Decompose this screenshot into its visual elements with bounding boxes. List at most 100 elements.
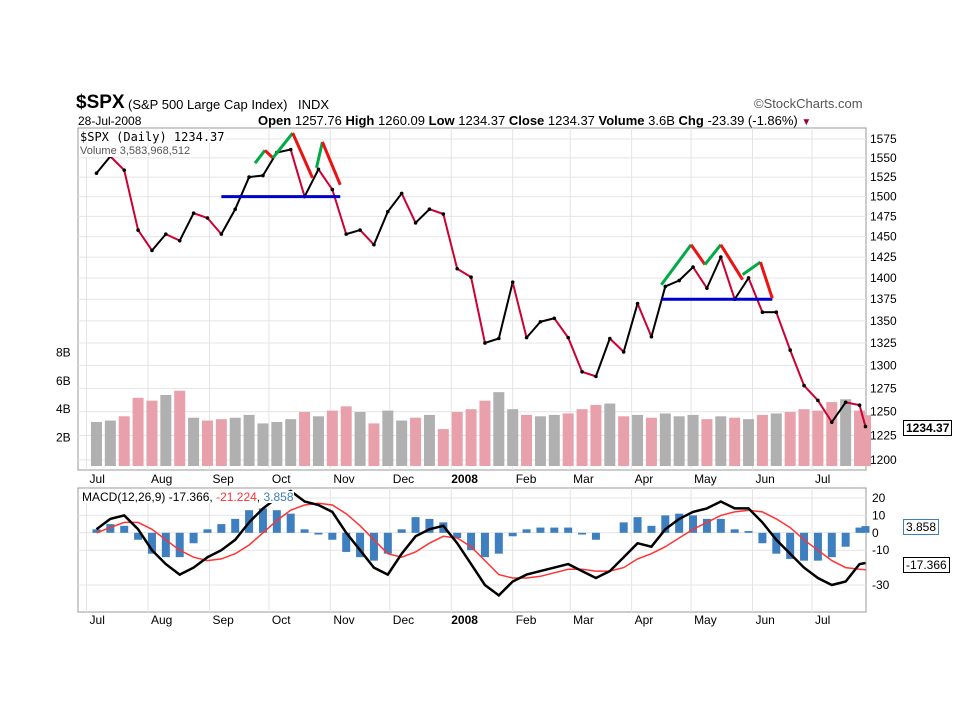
macd-histogram-bar [716,518,725,533]
macd-histogram-bar [231,518,240,533]
volume-bar [271,421,283,466]
macd-histogram-bar [730,529,739,533]
price-segment [303,168,320,198]
fall-trendline [759,261,774,299]
volume-bar [229,417,241,466]
month-label-macd: 2008 [451,613,478,627]
volume-bar [174,390,186,466]
rise-trendline [703,243,722,266]
price-point [358,228,362,232]
down-arrow-icon: ▼ [801,117,812,128]
macd-histogram-bar [494,532,503,554]
macd-histogram-bar [800,532,809,561]
open-label: Open [258,113,292,128]
price-point [705,286,709,290]
price-segment [692,266,708,289]
price-point [608,336,612,341]
price-point [635,301,640,306]
chart-date: 28-Jul-2008 [78,114,142,128]
volume-bar [604,403,616,466]
fall-trendline [719,243,744,281]
price-segment [567,337,583,373]
macd-tick-label: 10 [872,508,886,522]
price-point [524,335,529,340]
volume-bar [160,395,172,466]
volume-bar [451,412,463,466]
volume-bar [562,413,574,466]
volume-bar [826,402,838,466]
volume-bar [729,417,741,466]
macd-histogram-bar [134,532,143,540]
macd-histogram-bar [453,532,462,539]
macd-histogram-bar [203,529,212,533]
volume-bar [312,416,324,466]
volume-tick-label: 6B [56,374,71,388]
price-segment [414,208,431,224]
price-tick-label: 1425 [870,250,897,264]
macd-histogram-bar [813,532,822,561]
macd-histogram-bar [772,532,781,554]
volume-bar [90,421,102,466]
volume-bar [632,414,644,466]
macd-tick-label: -30 [872,578,890,592]
price-segment [719,256,736,300]
volume-bar [382,410,394,466]
volume-bar [701,419,713,466]
price-tick-label: 1300 [870,358,897,372]
high-value: 1260.09 [378,113,425,128]
price-tick-label: 1500 [870,190,897,204]
price-point [538,319,543,324]
open-value: 1257.76 [294,113,342,128]
month-label: Oct [272,472,291,486]
macd-histogram-bar [661,515,670,533]
month-label: Jul [90,472,105,486]
macd-histogram-bar [689,515,698,533]
price-tick-label: 1200 [870,453,897,467]
price-point [122,168,127,172]
rise-trendline [253,149,267,165]
volume-bar [743,419,755,466]
macd-histogram-bar [480,532,489,558]
price-point [677,278,681,283]
price-tick-label: 1275 [870,381,897,395]
volume-bar [201,420,213,466]
price-segment [206,217,223,235]
month-label: Mar [573,472,594,486]
macd-histogram-bar [314,532,323,535]
macd-histogram-bar [855,527,864,533]
price-segment [845,401,860,407]
macd-histogram-bar [397,529,406,533]
macd-histogram-bar [508,532,517,537]
close-label: Close [508,113,545,128]
price-segment [817,399,833,423]
volume-bar [188,417,200,466]
price-point [219,232,224,236]
signal-line [96,502,866,579]
volume-bar [368,423,380,466]
price-point [136,228,140,232]
fall-trendline [291,132,314,179]
chg-value: -23.39 (-1.86%) [707,113,798,128]
price-point [691,265,695,269]
price-point [247,175,251,179]
macd-histogram-bar [675,513,684,533]
volume-bar [840,399,852,466]
macd-histogram-bar [702,518,711,533]
price-segment [497,281,514,339]
price-segment [706,256,722,289]
price-segment [733,277,750,300]
price-point [552,316,557,321]
macd-histogram-bar [841,532,850,547]
macd-histogram-bar [786,532,795,559]
volume-bar [618,416,630,466]
macd-histogram-bar [564,527,573,533]
macd-histogram-bar [300,529,309,533]
macd-histogram-bar [522,529,531,533]
price-segment [470,276,486,344]
volume-bar [354,412,366,466]
macd-line [95,489,866,598]
price-point [774,310,779,314]
price-tick-label: 1575 [870,132,897,146]
volume-bar [215,419,227,466]
